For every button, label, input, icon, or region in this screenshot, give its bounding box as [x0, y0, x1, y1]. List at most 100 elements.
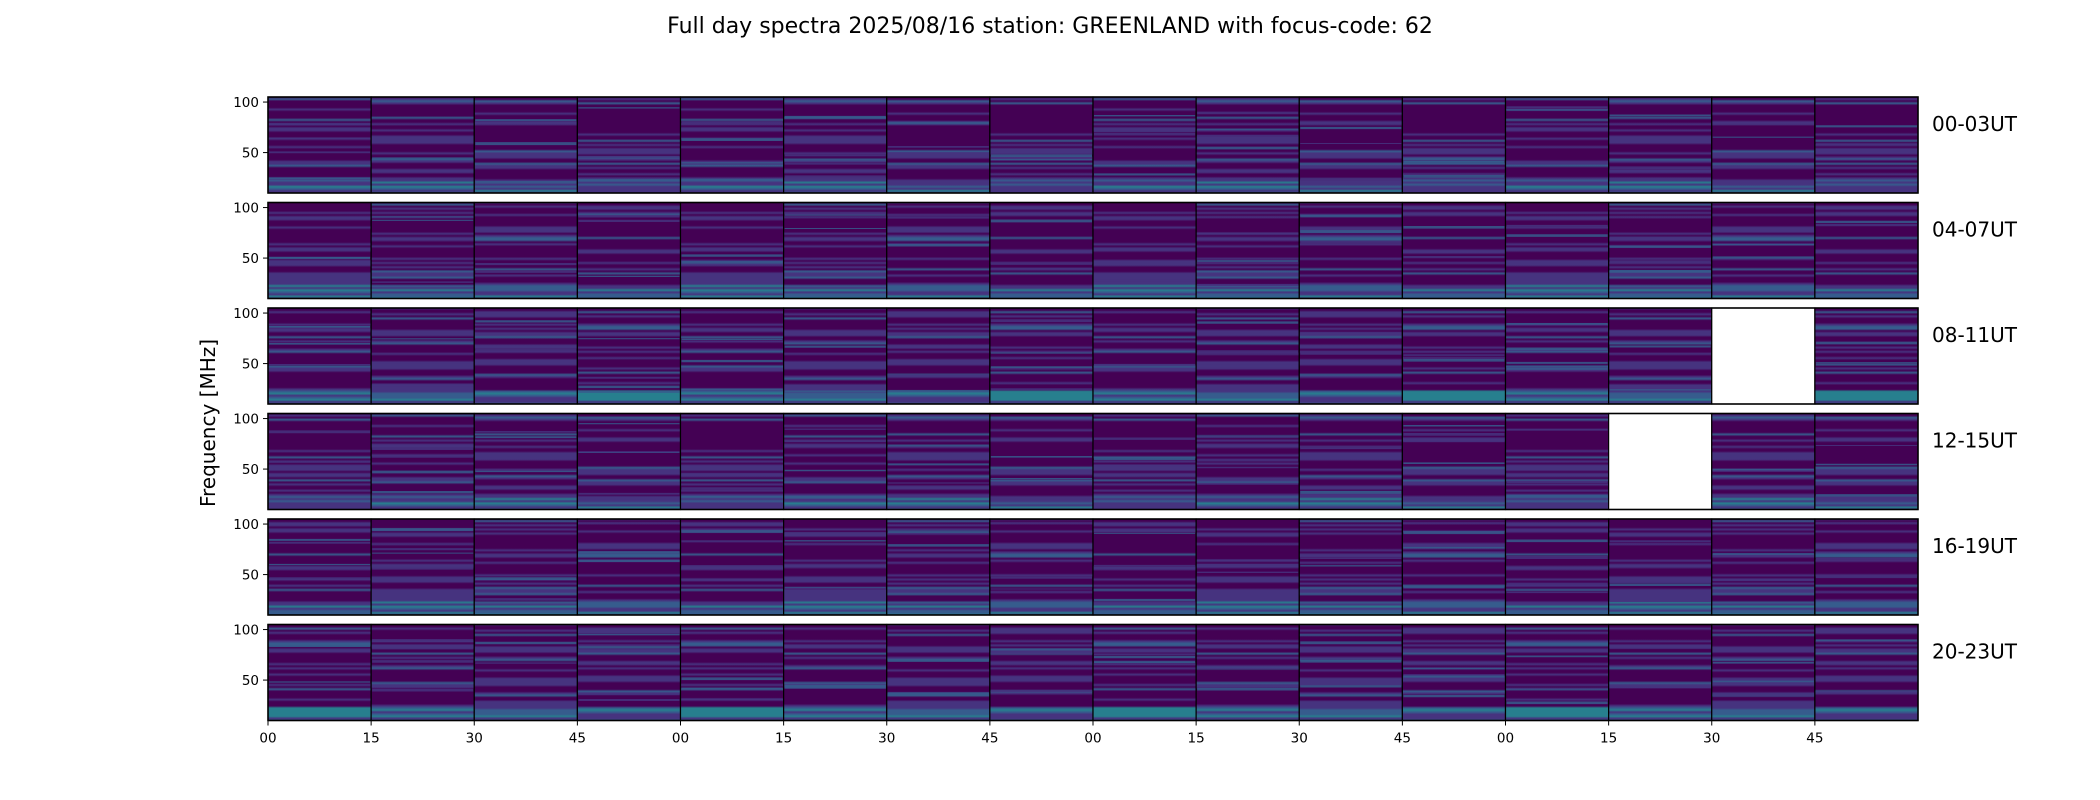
spectrogram-panel: [1092, 623, 1197, 722]
spectrogram-panel: [267, 623, 372, 722]
spectrogram-panel: [576, 518, 682, 616]
x-tick-label: 45: [981, 731, 998, 747]
spectrogram-panel: [1298, 307, 1403, 405]
row-frame: [267, 96, 1919, 194]
y-tick-label: 50: [242, 568, 259, 584]
spectrogram-panel: [1504, 201, 1610, 300]
spectrogram-panel: [886, 518, 991, 616]
spectrogram-panel: [783, 201, 888, 300]
spectrogram-panel: [1814, 623, 1919, 722]
y-tick-label: 100: [233, 95, 259, 111]
y-tick-label: 50: [242, 146, 259, 162]
spectrogram-panel: [679, 412, 785, 511]
spectrogram-panel: [679, 623, 785, 722]
spectrogram-panel: [370, 623, 475, 722]
spectrogram-panel: [1504, 307, 1610, 405]
spectrogram-panel: [1711, 96, 1816, 194]
missing-panel: [1711, 307, 1816, 405]
spectrogram-panel: [576, 307, 682, 405]
spectrogram-panel: [1608, 307, 1713, 405]
spectrogram-panel: [1298, 412, 1403, 511]
row-frame: [267, 307, 1919, 405]
spectrogram-panel: [1814, 518, 1919, 616]
spectra-row: 50 100 20-23UT: [233, 623, 2018, 722]
spectrogram-panel: [473, 201, 578, 300]
spectrogram-panel: [473, 412, 578, 511]
spectrogram-panel: [1092, 201, 1197, 300]
spectrogram-panel: [1298, 623, 1403, 722]
spectrogram-panel: [1504, 518, 1610, 616]
y-tick-label: 50: [242, 673, 259, 689]
spectrogram-panel: [1298, 201, 1403, 300]
spectrogram-panel: [783, 518, 888, 616]
spectrogram-panel: [989, 412, 1094, 511]
spectrogram-panel: [473, 623, 578, 722]
spectrogram-panel: [267, 307, 372, 405]
spectra-row: 50 100 12-15UT: [233, 412, 2018, 511]
spectrogram-panel: [1608, 96, 1713, 194]
spectrogram-panel: [989, 518, 1094, 616]
y-tick-label: 50: [242, 251, 259, 267]
spectrogram-panel: [576, 412, 682, 511]
x-tick-label: 15: [775, 731, 792, 747]
spectrogram-panel: [1195, 518, 1300, 616]
x-tick-label: 00: [1084, 731, 1101, 747]
spectrogram-panel: [370, 307, 475, 405]
x-tick-label: 15: [1188, 731, 1205, 747]
row-time-label: 16-19UT: [1932, 534, 2018, 558]
y-tick-label: 100: [233, 306, 259, 322]
spectrogram-panel: [576, 201, 682, 300]
spectrogram-panel: [1711, 412, 1816, 511]
spectrogram-panel: [886, 623, 991, 722]
spectrogram-panel: [1195, 201, 1300, 300]
spectrogram-panel: [1092, 307, 1197, 405]
row-time-label: 00-03UT: [1932, 112, 2018, 136]
spectrogram-panel: [1608, 201, 1713, 300]
x-tick-label: 00: [1497, 731, 1514, 747]
spectrogram-panel: [370, 412, 475, 511]
spectrogram-panel: [886, 412, 991, 511]
spectrogram-panel: [1504, 623, 1610, 722]
spectra-row: 50 100 04-07UT: [233, 201, 2018, 300]
spectrogram-panel: [370, 96, 475, 194]
spectrogram-panel: [989, 201, 1094, 300]
spectra-row: 50 100 08-11UT: [233, 306, 2018, 405]
spectrogram-panel: [783, 307, 888, 405]
spectrogram-panel: [267, 96, 372, 194]
x-tick-label: 00: [672, 731, 689, 747]
spectrogram-panel: [886, 307, 991, 405]
spectrogram-panel: [1401, 201, 1507, 300]
spectrogram-panel: [886, 96, 991, 194]
spectrogram-panel: [1608, 518, 1713, 616]
spectrogram-panel: [1814, 96, 1919, 194]
y-axis-label: Frequency [MHz]: [196, 339, 220, 507]
spectrogram-panel: [1401, 623, 1507, 722]
spectrogram-panel: [679, 96, 785, 194]
x-tick-label: 30: [1291, 731, 1308, 747]
missing-panel: [1608, 412, 1713, 511]
spectrogram-panel: [783, 623, 888, 722]
spectrogram-panel: [1504, 96, 1610, 194]
x-tick-label: 00: [259, 731, 276, 747]
spectrogram-panel: [1711, 518, 1816, 616]
spectrogram-panel: [1298, 518, 1403, 616]
x-axis-ticks: 00 15 30 45 00 15 30 45 00 15 30 45 00 15 30 45: [259, 720, 1823, 747]
spectrogram-panel: [1401, 96, 1507, 194]
spectrogram-panel: [1711, 201, 1816, 300]
spectrogram-panel: [783, 412, 888, 511]
y-tick-label: 100: [233, 517, 259, 533]
spectrogram-panel: [1608, 623, 1713, 722]
spectrogram-panel: [1401, 307, 1507, 405]
row-time-label: 08-11UT: [1932, 323, 2018, 347]
spectrogram-panel: [267, 412, 372, 511]
spectrogram-panel: [679, 201, 785, 300]
row-frame: [267, 412, 1919, 511]
row-time-label: 12-15UT: [1932, 429, 2018, 453]
x-tick-label: 30: [466, 731, 483, 747]
spectra-rows: 50 100 00-03UT 50 100 04-07UT 50 100 08-11UT 50 10…: [233, 95, 2018, 722]
x-tick-label: 45: [1806, 731, 1823, 747]
spectrogram-panel: [783, 96, 888, 194]
y-tick-label: 100: [233, 412, 259, 428]
spectra-row: 50 100 00-03UT: [233, 95, 2018, 194]
spectrogram-panel: [679, 307, 785, 405]
